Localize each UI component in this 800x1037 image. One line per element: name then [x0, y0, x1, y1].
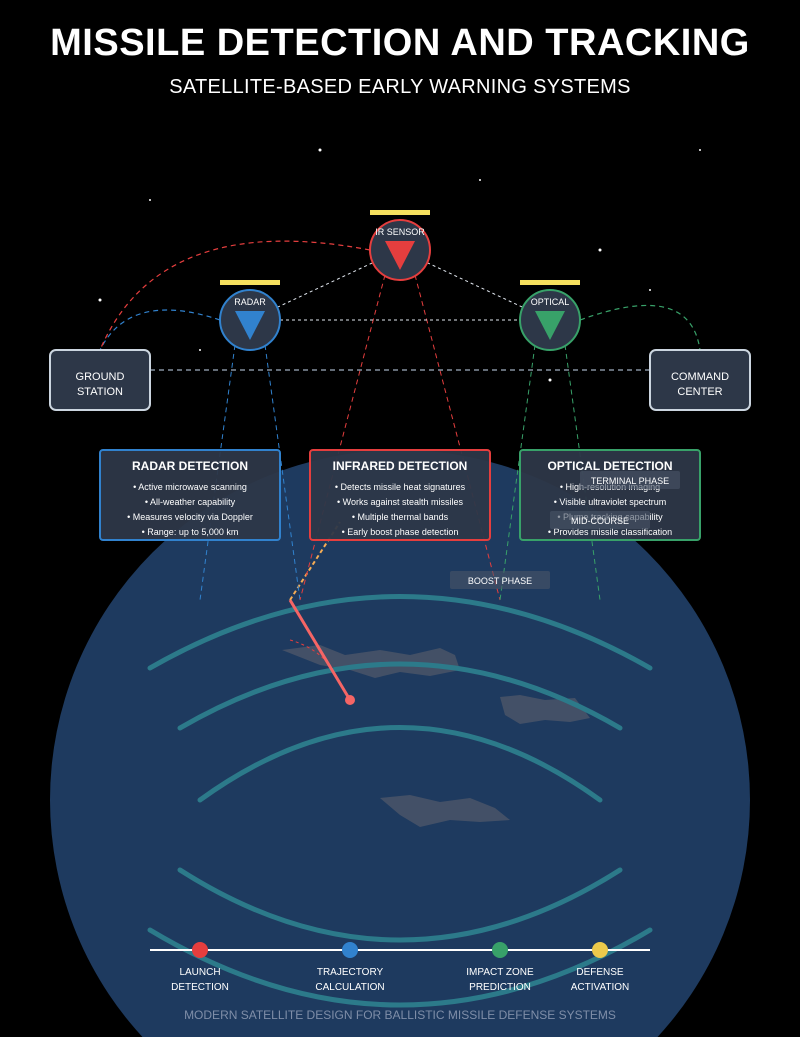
beam-ir-right — [414, 274, 501, 601]
timeline-label: CALCULATION — [315, 982, 384, 993]
orbit-arc — [177, 867, 623, 943]
footer-caption: MODERN SATELLITE DESIGN FOR BALLISTIC MI… — [184, 1008, 616, 1022]
star — [149, 199, 151, 201]
panel-item: • Works against stealth missiles — [337, 497, 464, 507]
link-optical-command — [579, 304, 701, 351]
solar-panel — [520, 280, 580, 285]
star — [699, 149, 701, 151]
sensor-triangle-icon — [535, 311, 565, 340]
beam-ir-left — [299, 274, 386, 601]
panel-infrared-detection: INFRARED DETECTION • Detects missile hea… — [309, 449, 491, 541]
sensor-triangle-icon — [385, 241, 415, 270]
panel-item: • Multiple thermal bands — [352, 512, 449, 522]
timeline-marker — [592, 942, 608, 958]
launch-point — [345, 695, 355, 705]
link-ir-ground — [99, 240, 371, 351]
panel-item: • Visible ultraviolet spectrum — [554, 497, 667, 507]
star — [548, 378, 552, 382]
timeline-label: DEFENSE — [576, 967, 624, 978]
orbit-arc — [147, 927, 653, 1008]
timeline-step-launch: LAUNCH DETECTION — [171, 942, 229, 993]
orbit-arc — [197, 725, 603, 803]
timeline-step-impact: IMPACT ZONE PREDICTION — [466, 942, 534, 993]
link-radar-ground — [99, 309, 221, 351]
station-label: GROUND — [76, 371, 125, 383]
timeline-marker — [342, 942, 358, 958]
phase-label-box — [580, 471, 680, 489]
phase-label-box — [550, 511, 650, 529]
phase-label-text: BOOST PHASE — [468, 576, 532, 586]
phase-label-text: MID-COURSE — [571, 516, 629, 526]
continent-shape — [282, 645, 460, 678]
timeline-label: PREDICTION — [469, 982, 531, 993]
star — [649, 289, 651, 291]
timeline-step-defense: DEFENSE ACTIVATION — [571, 942, 630, 993]
panel-item: • Range: up to 5,000 km — [142, 527, 239, 537]
phase-label-terminal: TERMINAL PHASE — [580, 471, 680, 489]
panel-item: • Measures velocity via Doppler — [127, 512, 253, 522]
station-label: CENTER — [677, 386, 722, 398]
sensor-triangle-icon — [235, 311, 265, 340]
timeline-label: IMPACT ZONE — [466, 967, 534, 978]
timeline-label: TRAJECTORY — [317, 967, 384, 978]
timeline: LAUNCH DETECTION TRAJECTORY CALCULATION … — [150, 942, 650, 993]
panel-radar-detection: RADAR DETECTION • Active microwave scann… — [99, 449, 281, 541]
timeline-marker — [192, 942, 208, 958]
trajectory-predicted — [289, 639, 339, 681]
panel-title: OPTICAL DETECTION — [547, 459, 672, 473]
command-center[interactable]: COMMAND CENTER — [649, 349, 751, 411]
star — [199, 349, 201, 351]
starfield — [98, 148, 701, 382]
panel-title: INFRARED DETECTION — [333, 459, 468, 473]
phase-label-box — [450, 571, 550, 589]
timeline-label: ACTIVATION — [571, 982, 630, 993]
page-subtitle: SATELLITE-BASED EARLY WARNING SYSTEMS — [169, 76, 631, 98]
satellite-radar[interactable]: RADAR — [219, 280, 281, 351]
orbit-arc — [147, 594, 653, 671]
beam-radar-right — [264, 344, 301, 601]
ground-station[interactable]: GROUND STATION — [49, 349, 151, 411]
orbit-arcs — [147, 594, 653, 1008]
star — [598, 248, 602, 252]
timeline-step-trajectory: TRAJECTORY CALCULATION — [315, 942, 385, 993]
phase-label-boost: BOOST PHASE — [450, 571, 550, 589]
panel-item: • Early boost phase detection — [342, 527, 459, 537]
satellite-label: RADAR — [234, 297, 266, 307]
star — [479, 179, 481, 181]
panel-box — [309, 449, 491, 541]
panel-item: • Provides missile classification — [548, 527, 672, 537]
earth — [50, 450, 750, 1037]
satellite-optical[interactable]: OPTICAL — [519, 280, 581, 351]
panel-title: RADAR DETECTION — [132, 459, 248, 473]
panel-item: • All-weather capability — [145, 497, 236, 507]
station-label: COMMAND — [671, 371, 729, 383]
star — [98, 298, 102, 302]
star — [318, 148, 322, 152]
timeline-label: DETECTION — [171, 982, 229, 993]
page-title: MISSILE DETECTION AND TRACKING — [50, 22, 750, 64]
station-box — [649, 349, 751, 411]
panel-box — [99, 449, 281, 541]
crosslinks — [249, 249, 551, 321]
continent-shape — [380, 795, 510, 827]
station-box — [49, 349, 151, 411]
downlinks — [99, 240, 701, 371]
trajectory-flight — [288, 599, 352, 701]
timeline-label: LAUNCH — [179, 967, 220, 978]
phase-label-text: TERMINAL PHASE — [591, 476, 669, 486]
satellite-label: IR SENSOR — [375, 227, 425, 237]
beam-optical-left — [499, 344, 536, 601]
station-label: STATION — [77, 386, 123, 398]
satellite-label: OPTICAL — [531, 297, 570, 307]
phase-label-midcourse: MID-COURSE — [550, 511, 650, 529]
panel-item: • Detects missile heat signatures — [335, 482, 466, 492]
panel-item: • Active microwave scanning — [133, 482, 247, 492]
solar-panel — [220, 280, 280, 285]
satellite-ir[interactable]: IR SENSOR — [369, 210, 431, 281]
timeline-marker — [492, 942, 508, 958]
solar-panel — [370, 210, 430, 215]
orbit-arc — [177, 661, 623, 731]
